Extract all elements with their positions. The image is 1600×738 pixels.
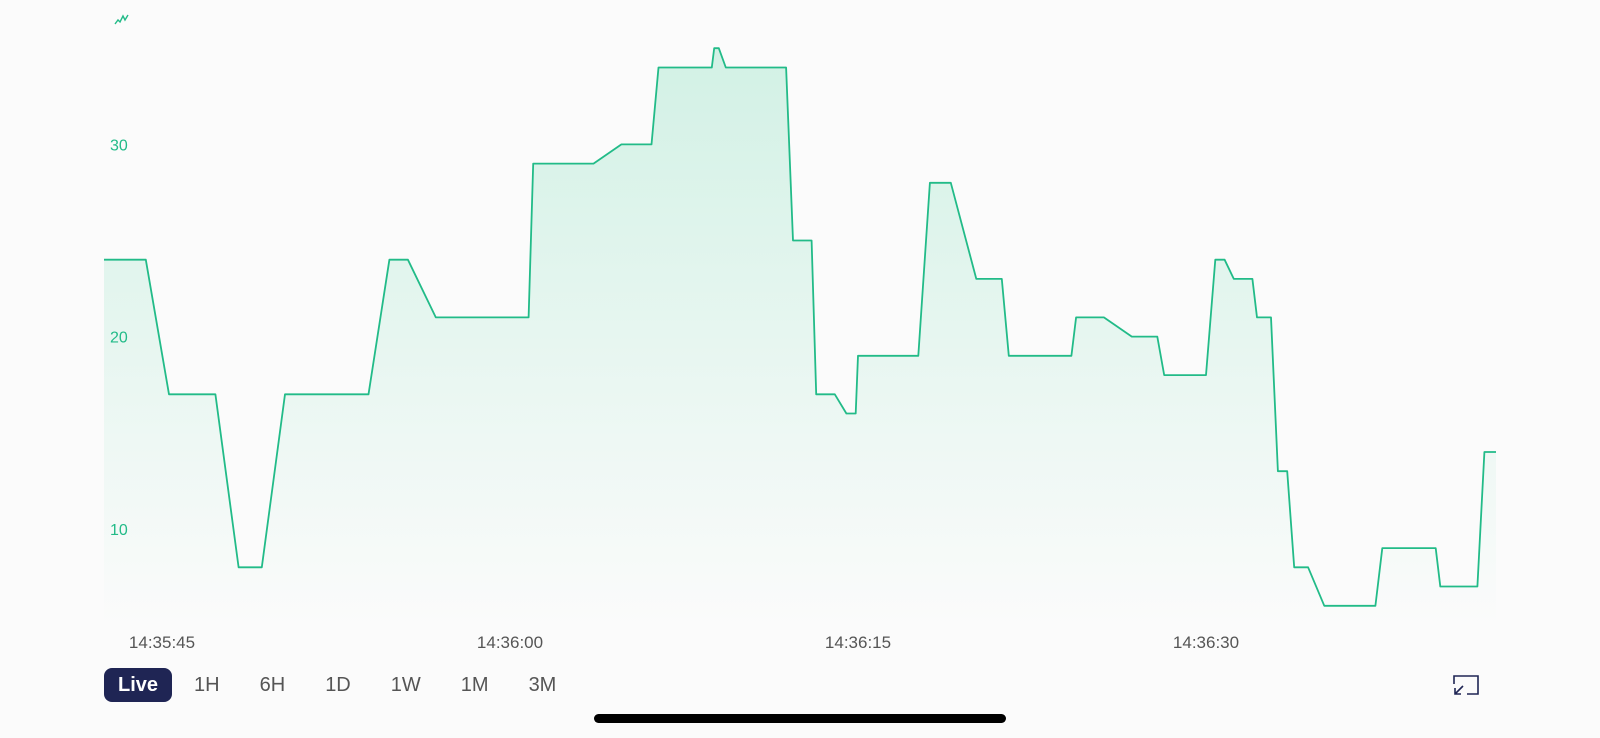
range-3m-button[interactable]: 3M <box>517 668 569 702</box>
live-chart: 10 20 30 14:35:45 14:36:00 14:36:15 14:36:30 <box>104 9 1496 652</box>
range-1h-button[interactable]: 1H <box>182 668 232 702</box>
y-axis: 10 20 30 <box>110 137 128 539</box>
range-1w-button[interactable]: 1W <box>379 668 433 702</box>
y-tick-label: 30 <box>110 137 128 154</box>
area-fill <box>104 48 1496 625</box>
series-line <box>104 47 1496 607</box>
range-6h-button[interactable]: 6H <box>248 668 298 702</box>
x-tick-label: 14:36:00 <box>477 633 543 652</box>
home-indicator <box>594 714 1006 723</box>
exit-fullscreen-icon <box>1453 675 1479 695</box>
x-tick-label: 14:36:15 <box>825 633 891 652</box>
x-tick-label: 14:36:30 <box>1173 633 1239 652</box>
chart-type-icon[interactable] <box>111 9 133 29</box>
range-1m-button[interactable]: 1M <box>449 668 501 702</box>
range-live-button[interactable]: Live <box>104 668 173 702</box>
x-axis: 14:35:45 14:36:00 14:36:15 14:36:30 <box>129 633 1239 652</box>
range-selector: Live 1H 6H 1D 1W 1M 3M <box>104 667 584 703</box>
y-tick-label: 20 <box>110 330 128 347</box>
x-tick-label: 14:35:45 <box>129 633 195 652</box>
exit-fullscreen-button[interactable] <box>1452 673 1480 697</box>
range-1d-button[interactable]: 1D <box>313 668 363 702</box>
y-tick-label: 10 <box>110 522 128 539</box>
